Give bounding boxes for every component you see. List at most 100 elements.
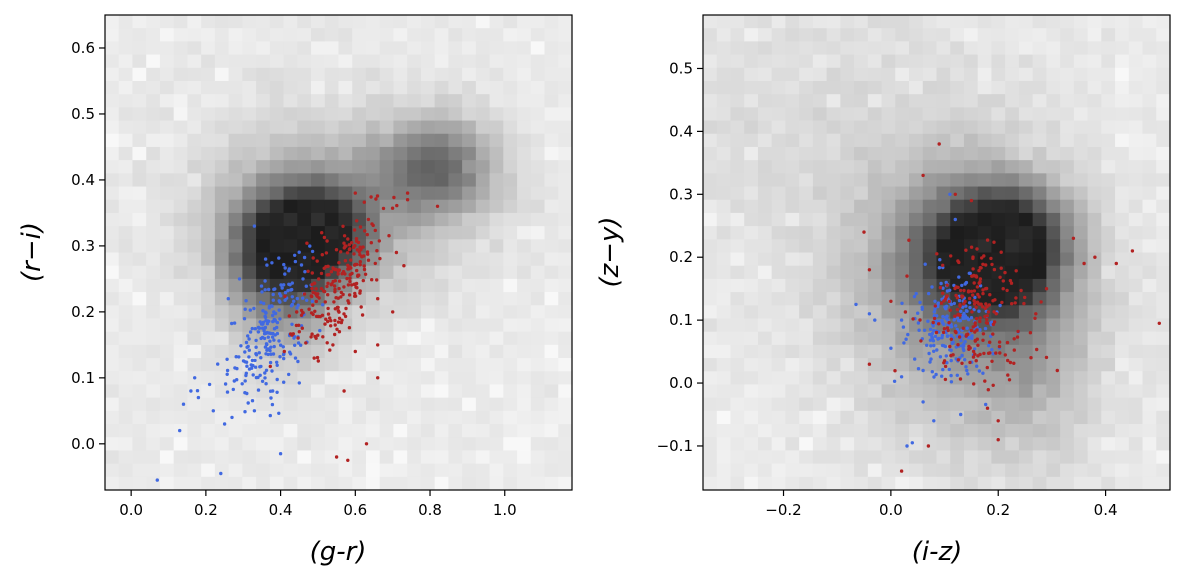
right-scatter-point (929, 344, 933, 348)
left-histogram-cell (297, 160, 312, 174)
left-histogram-cell (324, 252, 340, 267)
right-histogram-cell (909, 94, 924, 108)
right-histogram-cell (703, 476, 718, 491)
left-histogram-cell (503, 397, 518, 412)
left-histogram-cell (159, 133, 175, 148)
right-histogram-cell (757, 450, 773, 465)
left-scatter-points (155, 191, 440, 482)
right-histogram-cell (881, 107, 896, 122)
right-histogram-cell (977, 41, 993, 56)
right-histogram-cell (730, 410, 745, 425)
left-histogram-cell (228, 331, 243, 346)
right-histogram-cell (785, 410, 800, 425)
right-histogram-cell (716, 212, 732, 227)
left-histogram-cell (242, 212, 257, 227)
left-histogram-cell (256, 173, 271, 188)
left-histogram-cell (297, 397, 312, 412)
right-scatter-point (972, 281, 976, 285)
left-scatter-point (278, 452, 283, 456)
right-histogram-cell (1156, 344, 1171, 359)
left-histogram-cell (242, 133, 257, 148)
right-scatter-point (978, 284, 983, 288)
right-scatter-point (943, 344, 948, 349)
left-histogram-cell (173, 41, 189, 56)
right-histogram-cell (950, 15, 965, 29)
right-histogram-cell (1046, 397, 1061, 412)
left-histogram-cell (420, 371, 436, 386)
left-histogram-cell (434, 384, 449, 399)
right-histogram-cell (1005, 80, 1020, 95)
right-scatter-point (983, 287, 988, 291)
right-y-tick-label: 0.4 (669, 122, 693, 140)
right-histogram-cell (1060, 410, 1075, 425)
right-histogram-cell (757, 15, 773, 29)
right-scatter-point (949, 302, 954, 307)
right-histogram-cell (991, 133, 1006, 148)
left-histogram-cell (201, 239, 216, 254)
right-scatter-point (925, 343, 929, 347)
right-histogram-cell (1142, 28, 1157, 42)
left-histogram-cell (544, 226, 559, 240)
right-histogram-cell (826, 15, 841, 29)
right-histogram-cell (1087, 397, 1102, 412)
left-scatter-point (357, 250, 361, 254)
right-scatter-point (973, 301, 977, 305)
left-histogram-cell (352, 397, 367, 412)
left-scatter-point (297, 323, 301, 327)
left-scatter-point (262, 336, 267, 341)
right-histogram-cell (936, 384, 951, 399)
right-histogram-cell (771, 437, 787, 452)
right-histogram-cell (881, 305, 896, 320)
left-histogram-cell (256, 437, 271, 452)
left-histogram-cell (146, 67, 161, 82)
left-histogram-cell (420, 278, 436, 293)
left-histogram-cell (530, 80, 546, 95)
right-histogram-cell (771, 226, 787, 240)
right-histogram-cell (867, 331, 883, 346)
right-histogram-cell (936, 160, 951, 174)
left-histogram-cell (503, 358, 518, 372)
left-scatter-point (281, 345, 285, 349)
left-histogram-cell (214, 67, 230, 82)
right-histogram-cell (950, 437, 965, 452)
left-scatter-point (362, 264, 366, 268)
left-histogram-cell (311, 80, 326, 95)
right-histogram-cell (1128, 212, 1144, 227)
right-histogram-cell (1032, 344, 1047, 359)
left-scatter-point (326, 319, 330, 324)
right-scatter-point (1008, 278, 1013, 283)
left-histogram-cell (393, 67, 408, 82)
left-histogram-cell (393, 54, 408, 69)
left-histogram-cell (558, 133, 573, 148)
left-scatter-point (352, 252, 356, 256)
right-histogram-cell (881, 318, 896, 333)
left-histogram-cell (201, 265, 216, 280)
left-histogram-cell (159, 318, 175, 333)
right-histogram-cell (1115, 107, 1130, 122)
left-histogram-cell (214, 239, 230, 254)
left-histogram-cell (544, 463, 559, 478)
left-histogram-cell (297, 463, 312, 478)
left-histogram-cell (146, 305, 161, 320)
left-histogram-cell (434, 476, 449, 491)
left-scatter-point (253, 327, 257, 331)
left-histogram-cell (517, 476, 532, 491)
right-histogram-cell (977, 476, 993, 491)
right-histogram-cell (785, 397, 800, 412)
left-histogram-cell (393, 41, 408, 56)
left-histogram-cell (269, 173, 285, 188)
left-histogram-cell (132, 186, 147, 201)
right-histogram-cell (1005, 318, 1020, 333)
right-histogram-cell (1087, 437, 1102, 452)
right-histogram-cell (826, 239, 841, 254)
left-scatter-point (282, 380, 286, 384)
right-histogram-cell (991, 384, 1006, 399)
left-scatter-point (347, 326, 352, 330)
left-histogram-cell (338, 173, 353, 188)
left-histogram-cell (448, 28, 463, 42)
right-x-tick-label: −0.2 (765, 501, 801, 519)
left-histogram-cell (517, 344, 532, 359)
left-histogram-cell (475, 410, 491, 425)
right-histogram-cell (840, 80, 855, 95)
left-scatter-point (240, 382, 244, 386)
